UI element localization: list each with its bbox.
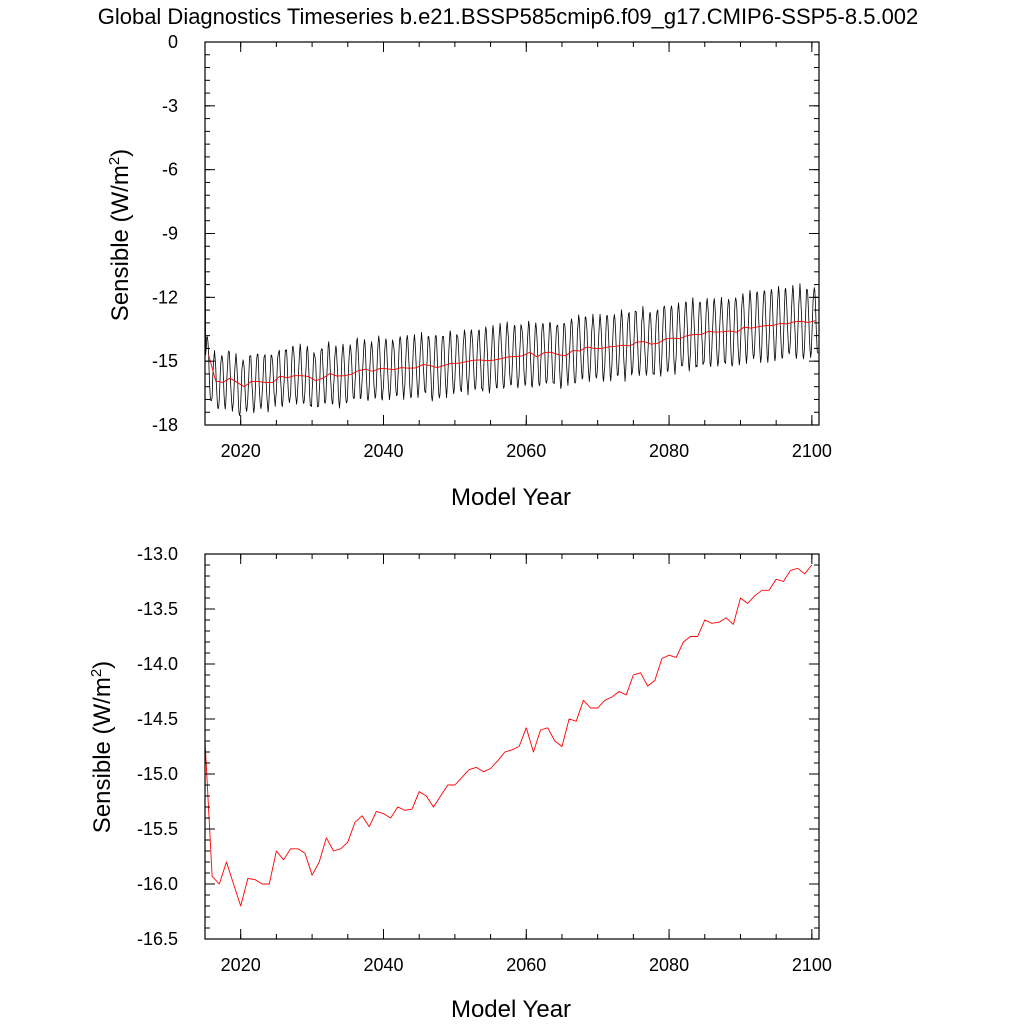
top-x-tick-label: 2040	[363, 441, 403, 461]
bottom-x-tick-label: 2100	[792, 955, 832, 975]
top-y-tick-label: -12	[152, 287, 178, 307]
top-y-tick-label: -15	[152, 351, 178, 371]
bottom-y-tick-label: -13.5	[137, 599, 178, 619]
bottom-x-tick-label: 2080	[649, 955, 689, 975]
bottom-annual-series-line	[204, 564, 813, 907]
top-y-axis-label: Sensible (W/m2)	[106, 149, 134, 321]
bottom-x-tick-label: 2060	[506, 955, 546, 975]
top-y-tick-label: -3	[162, 96, 178, 116]
bottom-y-tick-label: -16.0	[137, 874, 178, 894]
top-y-tick-label: 0	[168, 32, 178, 52]
top-x-tick-label: 2060	[506, 441, 546, 461]
top-x-tick-label: 2080	[649, 441, 689, 461]
top-x-axis-label: Model Year	[451, 484, 571, 511]
bottom-x-axis-label: Model Year	[451, 996, 571, 1023]
top-x-tick-label: 2100	[792, 441, 832, 461]
bottom-axes: 2020 2040 2060 2080 2100 -13.0 -13.5 -14.0 -14.5…	[137, 544, 832, 975]
top-x-tick-label: 2020	[221, 441, 261, 461]
bottom-y-tick-label: -14.0	[137, 654, 178, 674]
bottom-y-tick-label: -16.5	[137, 929, 178, 949]
top-plot-area	[204, 73, 819, 416]
bottom-panel: 2020 2040 2060 2080 2100 -13.0 -13.5 -14.0 -14.5…	[88, 544, 832, 1023]
bottom-y-tick-label: -14.5	[137, 709, 178, 729]
top-panel: 2020 2040 2060 2080 2100 0 -3 -6 -9 -12 -15 -18 Mod…	[106, 32, 832, 511]
bottom-y-tick-label: -15.0	[137, 764, 178, 784]
top-y-tick-label: -9	[162, 224, 178, 244]
bottom-y-tick-label: -13.0	[137, 544, 178, 564]
bottom-x-tick-label: 2040	[363, 955, 403, 975]
bottom-y-axis-label: Sensible (W/m2)	[88, 661, 116, 833]
top-y-tick-label: -18	[152, 415, 178, 435]
monthly-series-line	[204, 73, 819, 416]
figure-title: Global Diagnostics Timeseries b.e21.BSSP…	[98, 4, 919, 29]
bottom-x-tick-label: 2020	[221, 955, 261, 975]
bottom-y-tick-label: -15.5	[137, 819, 178, 839]
top-y-tick-label: -6	[162, 160, 178, 180]
bottom-plot-area	[204, 564, 813, 907]
top-axes: 2020 2040 2060 2080 2100 0 -3 -6 -9 -12 -15 -18	[152, 32, 832, 461]
bottom-frame	[204, 553, 820, 940]
top-annual-series-line	[208, 320, 816, 388]
